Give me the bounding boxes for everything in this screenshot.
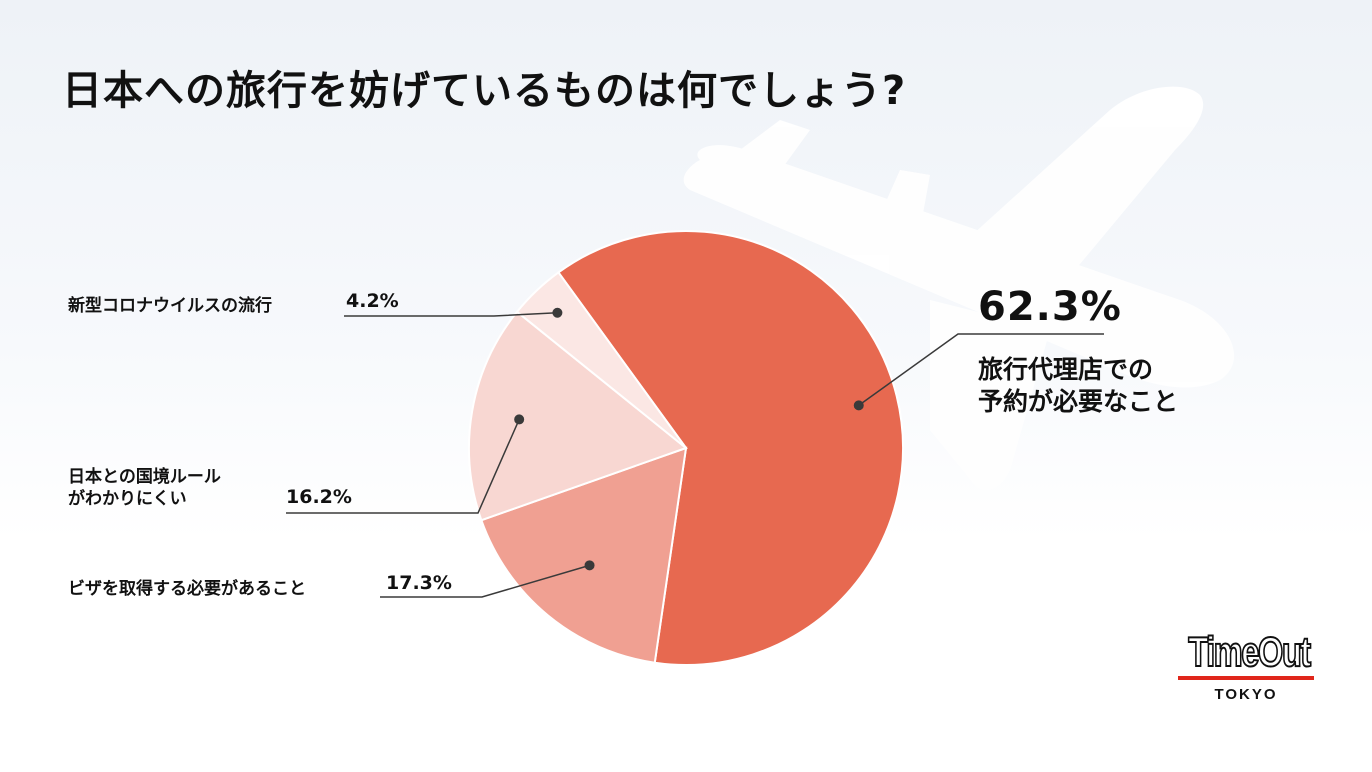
leader-line-visa (380, 564, 590, 598)
logo-main-text: TimeOut (1188, 628, 1312, 675)
label-category-border: 日本との国境ルール がわかりにくい (68, 466, 221, 510)
label-value-visa: 17.3% (386, 572, 452, 594)
label-category-visa: ビザを取得する必要があること (68, 579, 306, 599)
page-title: 日本への旅行を妨げているものは何でしょう? (62, 68, 907, 114)
leader-dot-covid (552, 307, 563, 318)
leader-dot-visa (584, 560, 595, 571)
label-category-covid: 新型コロナウイルスの流行 (68, 296, 272, 316)
logo-accent-bar (1178, 676, 1314, 680)
label-value-covid: 4.2% (346, 290, 399, 312)
timeout-tokyo-logo: TimeOut TOKYO (1172, 628, 1320, 703)
label-category-booking-line1: 旅行代理店での (978, 355, 1154, 384)
label-category-border-line2: がわかりにくい (68, 489, 187, 509)
leader-line-border (286, 419, 520, 514)
pie-slice-border (468, 310, 689, 522)
label-value-border: 16.2% (286, 486, 352, 508)
logo-sub-text: TOKYO (1214, 686, 1278, 703)
leader-line-booking (858, 333, 1104, 406)
leader-dot-border (514, 414, 525, 425)
leader-line-covid (344, 312, 558, 317)
label-value-booking: 62.3% (978, 284, 1122, 330)
pie-slice-visa (480, 446, 688, 664)
leader-dot-booking (853, 400, 864, 411)
label-category-booking: 旅行代理店での 予約が必要なこと (978, 354, 1248, 418)
label-category-booking-line2: 予約が必要なこと (978, 387, 1179, 416)
pie-slice-booking (557, 230, 904, 666)
label-category-border-line1: 日本との国境ルール (68, 467, 221, 487)
